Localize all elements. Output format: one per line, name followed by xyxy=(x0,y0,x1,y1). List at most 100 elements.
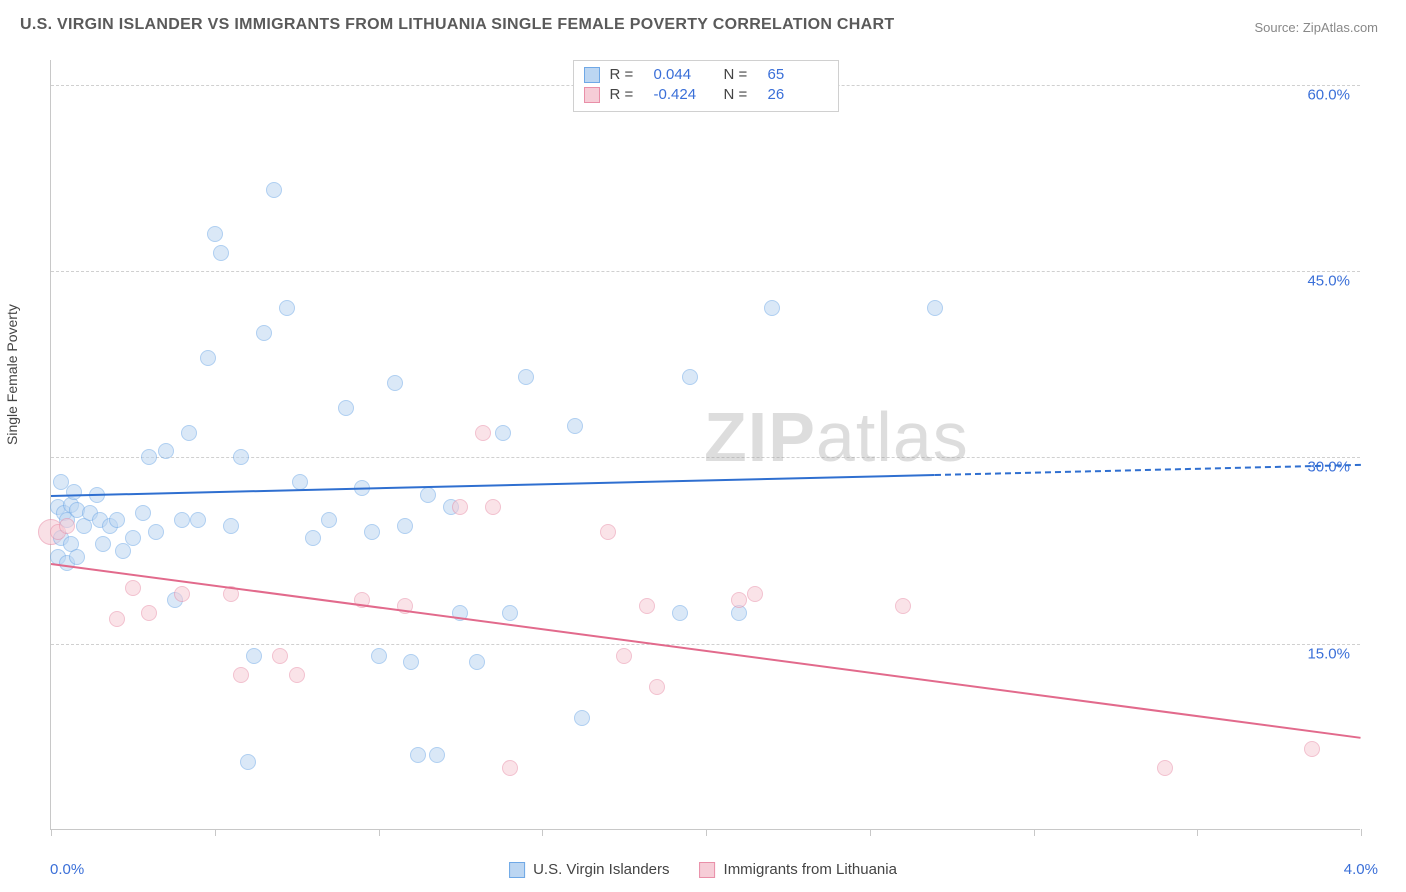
data-point xyxy=(469,654,485,670)
x-tick xyxy=(542,829,543,836)
legend-swatch-blue xyxy=(509,862,525,878)
data-point xyxy=(518,369,534,385)
data-point xyxy=(174,586,190,602)
data-point xyxy=(452,499,468,515)
n-label: N = xyxy=(724,65,758,85)
legend-swatch-blue xyxy=(584,67,600,83)
n-value-1: 65 xyxy=(768,65,828,85)
data-point xyxy=(616,648,632,664)
data-point xyxy=(256,325,272,341)
data-point xyxy=(125,530,141,546)
data-point xyxy=(1304,741,1320,757)
data-point xyxy=(682,369,698,385)
x-axis-max-label: 4.0% xyxy=(1344,861,1378,878)
watermark-light: atlas xyxy=(816,398,969,476)
data-point xyxy=(213,245,229,261)
data-point xyxy=(246,648,262,664)
data-point xyxy=(109,512,125,528)
data-point xyxy=(485,499,501,515)
legend-label-2: Immigrants from Lithuania xyxy=(724,861,897,878)
legend-row-series-2: R = -0.424 N = 26 xyxy=(584,85,828,105)
x-tick xyxy=(379,829,380,836)
data-point xyxy=(223,518,239,534)
x-tick xyxy=(215,829,216,836)
data-point xyxy=(279,300,295,316)
data-point xyxy=(747,586,763,602)
data-point xyxy=(59,518,75,534)
data-point xyxy=(502,605,518,621)
n-label: N = xyxy=(724,85,758,105)
legend-row-series-1: R = 0.044 N = 65 xyxy=(584,65,828,85)
data-point xyxy=(639,598,655,614)
y-axis-title: Single Female Poverty xyxy=(4,304,20,445)
data-point xyxy=(272,648,288,664)
watermark-bold: ZIP xyxy=(704,398,816,476)
legend-item-2: Immigrants from Lithuania xyxy=(700,861,897,878)
data-point xyxy=(233,449,249,465)
n-value-2: 26 xyxy=(768,85,828,105)
data-point xyxy=(266,182,282,198)
data-point xyxy=(207,226,223,242)
data-point xyxy=(181,425,197,441)
data-point xyxy=(174,512,190,528)
legend-swatch-pink xyxy=(700,862,716,878)
data-point xyxy=(69,549,85,565)
trend-line xyxy=(51,474,935,497)
data-point xyxy=(600,524,616,540)
data-point xyxy=(158,443,174,459)
data-point xyxy=(141,605,157,621)
gridline xyxy=(51,644,1360,645)
data-point xyxy=(495,425,511,441)
data-point xyxy=(420,487,436,503)
watermark: ZIPatlas xyxy=(704,397,969,477)
x-axis-min-label: 0.0% xyxy=(50,861,84,878)
data-point xyxy=(371,648,387,664)
x-tick xyxy=(1197,829,1198,836)
y-tick-label: 60.0% xyxy=(1307,86,1350,103)
data-point xyxy=(397,518,413,534)
data-point xyxy=(895,598,911,614)
r-label: R = xyxy=(610,65,644,85)
data-point xyxy=(321,512,337,528)
y-tick-label: 30.0% xyxy=(1307,459,1350,476)
data-point xyxy=(567,418,583,434)
chart-title: U.S. VIRGIN ISLANDER VS IMMIGRANTS FROM … xyxy=(20,16,894,34)
data-point xyxy=(200,350,216,366)
data-point xyxy=(731,592,747,608)
data-point xyxy=(190,512,206,528)
data-point xyxy=(141,449,157,465)
data-point xyxy=(927,300,943,316)
data-point xyxy=(338,400,354,416)
data-point xyxy=(387,375,403,391)
x-tick xyxy=(51,829,52,836)
data-point xyxy=(148,524,164,540)
gridline xyxy=(51,271,1360,272)
data-point xyxy=(289,667,305,683)
data-point xyxy=(410,747,426,763)
data-point xyxy=(672,605,688,621)
data-point xyxy=(429,747,445,763)
data-point xyxy=(475,425,491,441)
x-tick xyxy=(1034,829,1035,836)
x-tick xyxy=(706,829,707,836)
data-point xyxy=(233,667,249,683)
data-point xyxy=(364,524,380,540)
x-tick xyxy=(1361,829,1362,836)
data-point xyxy=(66,484,82,500)
legend-item-1: U.S. Virgin Islanders xyxy=(509,861,669,878)
y-tick-label: 45.0% xyxy=(1307,273,1350,290)
source-attribution: Source: ZipAtlas.com xyxy=(1254,20,1378,35)
legend-label-1: U.S. Virgin Islanders xyxy=(533,861,669,878)
data-point xyxy=(574,710,590,726)
data-point xyxy=(403,654,419,670)
data-point xyxy=(125,580,141,596)
y-tick-label: 15.0% xyxy=(1307,645,1350,662)
x-tick xyxy=(870,829,871,836)
data-point xyxy=(1157,760,1173,776)
data-point xyxy=(95,536,111,552)
r-label: R = xyxy=(610,85,644,105)
r-value-2: -0.424 xyxy=(654,85,714,105)
data-point xyxy=(109,611,125,627)
data-point xyxy=(764,300,780,316)
legend-swatch-pink xyxy=(584,87,600,103)
